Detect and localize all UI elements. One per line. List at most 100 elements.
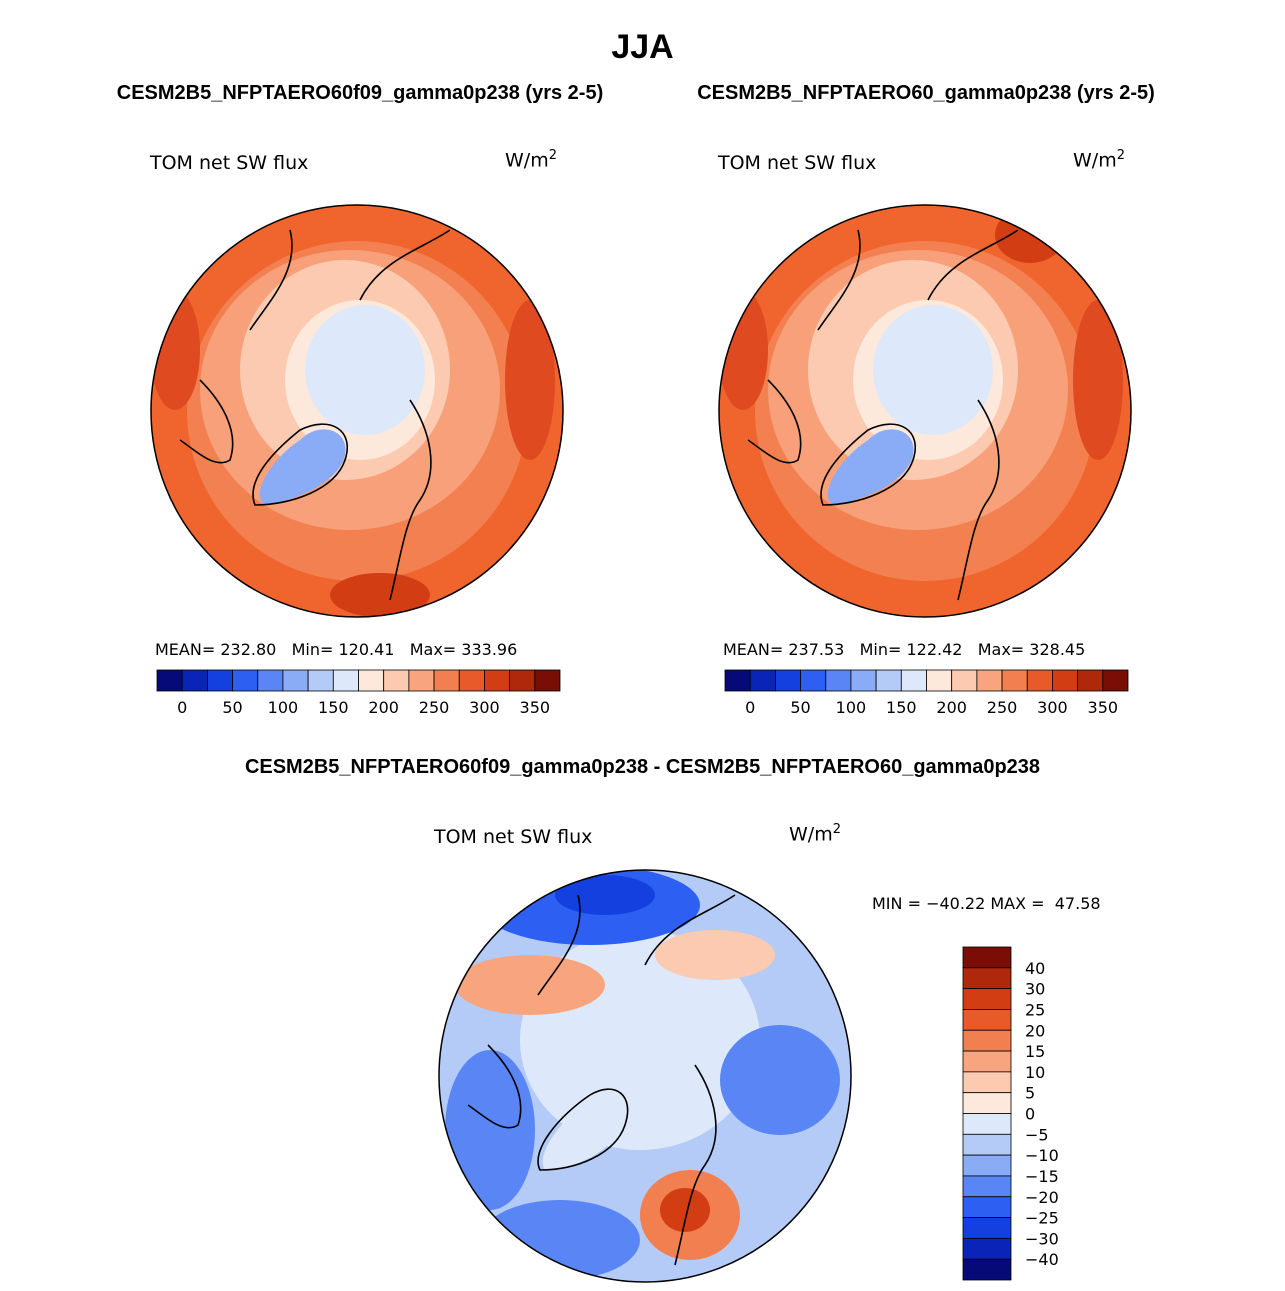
- panel-2-colorbar-swatch: [976, 669, 1003, 692]
- map-2-coastline-greenland: [820, 423, 916, 506]
- panel-2-units-label: W/m2: [1073, 148, 1125, 171]
- diff-colorbar-tick-label: 15: [1025, 1042, 1045, 1061]
- panel-1-min-label: Min=: [291, 640, 334, 659]
- panel-1-max-value: 333.96: [461, 640, 518, 659]
- panel-2-stats: MEAN= 237.53 Min= 122.42 Max= 328.45: [723, 640, 1085, 659]
- panel-2-colorbar-tick-label: 300: [1037, 698, 1068, 717]
- panel-2-colorbar-swatch: [724, 669, 751, 692]
- diff-map-positive-northeast: [655, 930, 775, 980]
- map-2-arctic-ocean: [873, 305, 993, 435]
- diff-colorbar-tick-label: −15: [1025, 1167, 1059, 1186]
- season-title: JJA: [611, 28, 674, 66]
- panel-1-stats: MEAN= 232.80 Min= 120.41 Max= 333.96: [155, 640, 517, 659]
- panel-1-units: W/m: [505, 149, 549, 172]
- diff-colorbar-swatch: [962, 988, 1012, 1010]
- panel-2-colorbar-tick-label: 350: [1088, 698, 1119, 717]
- panel-2-colorbar-swatch: [900, 669, 927, 692]
- diff-map-negative-east: [720, 1025, 840, 1135]
- diff-colorbar-swatch: [962, 1154, 1012, 1177]
- map-panel-2: [718, 204, 1132, 618]
- diff-colorbar-tick-label: −20: [1025, 1188, 1059, 1207]
- diff-colorbar-swatch: [962, 946, 1012, 969]
- panel-1-colorbar-tick-label: 250: [419, 698, 450, 717]
- diff-colorbar-swatch: [962, 1217, 1012, 1239]
- panel-1-colorbar-tick-label: 50: [222, 698, 242, 717]
- diff-colorbar-swatch: [962, 1050, 1012, 1073]
- panel-2-mean-value: 237.53: [788, 640, 845, 659]
- map-2-dark-patch-east: [1073, 300, 1123, 460]
- panel-2-case-title: CESM2B5_NFPTAERO60_gamma0p238 (yrs 2-5): [697, 82, 1155, 104]
- panel-2-colorbar-swatch: [1077, 669, 1104, 692]
- panel-1-colorbar-tick-label: 300: [469, 698, 500, 717]
- diff-colorbar-swatch: [962, 1175, 1012, 1198]
- panel-1-colorbar-swatch: [307, 669, 334, 692]
- diff-colorbar-swatch: [962, 1029, 1012, 1052]
- panel-1-colorbar-swatch: [332, 669, 359, 692]
- panel-1-colorbar-swatch: [181, 669, 208, 692]
- diff-colorbar-tick-label: 10: [1025, 1063, 1045, 1082]
- panel-2-units: W/m: [1073, 149, 1117, 172]
- panel-2-colorbar-swatch: [951, 669, 978, 692]
- panel-1-variable-label: TOM net SW flux: [150, 152, 309, 174]
- map-2-dark-patch-north: [995, 207, 1065, 263]
- panel-2-colorbar-tick-label: 50: [790, 698, 810, 717]
- map-panel-1: [150, 204, 564, 618]
- diff-colorbar-tick-label: −10: [1025, 1146, 1059, 1165]
- panel-2-colorbar-swatch: [1102, 669, 1129, 692]
- diff-colorbar-tick-label: 5: [1025, 1084, 1035, 1103]
- diff-colorbar-swatch: [962, 1237, 1012, 1260]
- panel-1-colorbar-swatch: [206, 669, 233, 692]
- diff-colorbar-tick-label: 0: [1025, 1105, 1035, 1124]
- panel-1-colorbar-tick-label: 350: [520, 698, 551, 717]
- diff-units-exponent: 2: [832, 822, 841, 837]
- panel-1-colorbar-swatch: [534, 669, 561, 692]
- diff-map-coastline-eurasia: [644, 894, 736, 1266]
- panel-1-colorbar-swatch: [408, 669, 435, 692]
- diff-colorbar-tick-label: 25: [1025, 1000, 1045, 1019]
- map-1-arctic-ocean: [305, 305, 425, 435]
- map-2-border: [718, 204, 1132, 618]
- map-2-dark-patch-west: [719, 290, 768, 410]
- diff-map-border: [438, 869, 852, 1283]
- panel-1-colorbar-swatch: [458, 669, 485, 692]
- panel-2-max-value: 328.45: [1029, 640, 1086, 659]
- panel-1-units-label: W/m2: [505, 148, 557, 171]
- panel-1-colorbar-swatch: [232, 669, 259, 692]
- panel-2-colorbar-swatch: [1001, 669, 1028, 692]
- panel-2-colorbar-swatch: [774, 669, 801, 692]
- diff-colorbar-swatch: [962, 1009, 1012, 1031]
- panel-1-colorbar-swatch: [383, 669, 410, 692]
- diff-colorbar-swatch: [962, 1133, 1012, 1156]
- diff-units: W/m: [789, 823, 833, 846]
- map-1-border: [150, 204, 564, 618]
- diff-map-negative-west: [445, 1050, 535, 1210]
- diff-map-negative-south: [480, 1200, 640, 1280]
- panel-1-mean-value: 232.80: [220, 640, 277, 659]
- panel-1-colorbar-tick-label: 100: [268, 698, 299, 717]
- diff-variable-label: TOM net SW flux: [434, 826, 593, 848]
- map-1-coastline-greenland: [252, 423, 348, 506]
- panel-2-mean-label: MEAN=: [723, 640, 784, 659]
- panel-1-colorbar-swatch: [433, 669, 460, 692]
- panel-1-colorbar-swatch: [484, 669, 511, 692]
- panel-2-colorbar-tick-label: 250: [987, 698, 1018, 717]
- diff-colorbar-swatch: [962, 1113, 1012, 1135]
- map-2-greenland-ice: [827, 429, 914, 505]
- panel-1-colorbar-swatch: [156, 669, 183, 692]
- panel-2-colorbar-swatch: [926, 669, 953, 692]
- diff-colorbar-tick-label: −5: [1025, 1125, 1049, 1144]
- panel-1-colorbar-swatch: [257, 669, 284, 692]
- diff-units-label: W/m2: [789, 822, 841, 845]
- map-2-coastline-eurasia: [927, 229, 1019, 601]
- panel-2-colorbar-swatch: [1052, 669, 1079, 692]
- diff-colorbar-swatch: [962, 1092, 1012, 1114]
- diff-map-coastline-greenland: [537, 1088, 629, 1171]
- map-1-dark-patch-west: [151, 290, 200, 410]
- diff-colorbar-tick-label: 20: [1025, 1021, 1045, 1040]
- map-1-greenland-ice: [259, 429, 346, 505]
- diff-colorbar-tick-label: −40: [1025, 1250, 1059, 1269]
- panel-1-min-value: 120.41: [338, 640, 395, 659]
- panel-2-colorbar-tick-label: 200: [936, 698, 967, 717]
- panel-1-colorbar-swatch: [358, 669, 385, 692]
